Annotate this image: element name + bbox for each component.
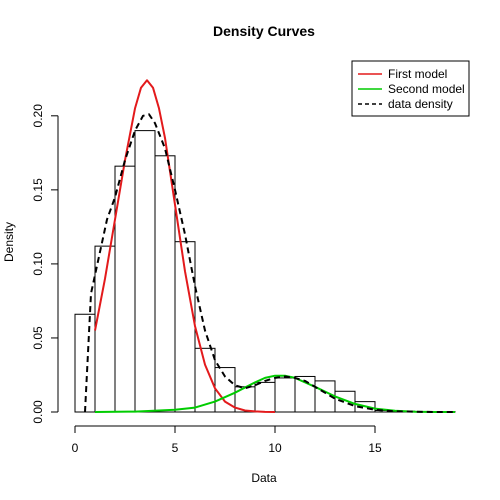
y-tick-label: 0.00 (31, 400, 45, 424)
y-axis: 0.00 0.05 0.10 0.15 0.20 (31, 104, 59, 424)
first-model-curve (94, 79, 276, 413)
y-tick-label: 0.10 (31, 252, 45, 276)
histogram-bar (154, 155, 176, 413)
legend-label: First model (388, 67, 447, 81)
y-tick-label: 0.05 (31, 326, 45, 350)
histogram-bar (354, 401, 376, 413)
legend-label: data density (388, 97, 453, 111)
histogram-bar (134, 130, 156, 413)
x-tick-label: 15 (368, 441, 382, 455)
histogram-bar (94, 245, 116, 413)
data-density-curve (84, 113, 455, 413)
histogram-bars (74, 130, 456, 413)
x-axis: 0 5 10 15 (72, 425, 382, 455)
chart-title: Density Curves (213, 23, 315, 39)
histogram-bar (274, 377, 296, 413)
y-axis-label: Density (2, 222, 16, 262)
x-tick-label: 0 (72, 441, 79, 455)
histogram-bar (334, 390, 356, 413)
y-tick-label: 0.15 (31, 178, 45, 202)
legend-label: Second model (388, 82, 465, 96)
y-tick-label: 0.20 (31, 104, 45, 128)
x-tick-label: 10 (268, 441, 282, 455)
x-tick-label: 5 (172, 441, 179, 455)
density-curves (84, 79, 455, 413)
histogram-bar (254, 381, 276, 413)
x-axis-label: Data (251, 471, 277, 485)
